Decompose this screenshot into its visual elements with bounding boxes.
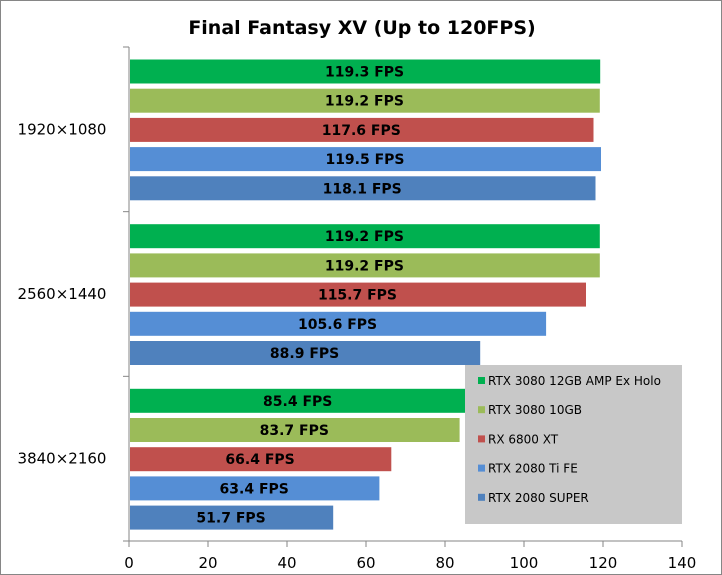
bar-value-label: 119.2 FPS [325,94,404,110]
bar [130,147,601,172]
bar [130,117,594,142]
legend-swatch [478,377,485,384]
x-tick-label: 20 [198,554,217,572]
x-tick-label: 100 [510,554,539,572]
bar-value-label: 105.6 FPS [298,317,377,333]
legend-label: RX 6800 XT [488,432,559,446]
bar-value-label: 83.7 FPS [260,423,329,439]
legend-label: RTX 2080 SUPER [488,491,589,505]
axes-layer: 1920×1080 2560×1440 3840×2160 0 20 40 60 80 100 1… [18,46,697,572]
bar [130,176,596,201]
bar [130,253,600,278]
bar-value-label: 119.5 FPS [325,152,404,168]
x-tick-label: 40 [277,554,296,572]
bar-value-label: 119.2 FPS [325,258,404,274]
chart-title: Final Fantasy XV (Up to 120FPS) [188,17,535,39]
x-tick-label: 60 [356,554,375,572]
x-tick-label: 0 [124,554,134,572]
bar-value-label: 119.2 FPS [325,229,404,245]
legend: RTX 3080 12GB AMP Ex Holo RTX 3080 10GB RX… [465,365,682,524]
bar [130,341,481,365]
bar [130,59,601,84]
bar-value-label: 51.7 FPS [196,511,265,527]
x-tick-label: 140 [668,554,697,572]
bar [130,311,547,336]
category-label: 3840×2160 [18,450,107,468]
bar-value-label: 66.4 FPS [225,452,294,468]
bar [130,476,380,501]
legend-swatch [478,406,485,414]
bar-value-label: 115.7 FPS [318,288,397,304]
bar-value-label: 85.4 FPS [263,394,332,410]
bar-value-label: 117.6 FPS [322,123,401,139]
legend-swatch [478,493,485,501]
bar-value-label: 88.9 FPS [270,346,339,362]
legend-label: RTX 2080 Ti FE [488,462,578,476]
bar [130,224,600,249]
bar [130,282,586,307]
bar [130,505,334,530]
bar [130,418,460,442]
x-tick-label: 120 [589,554,618,572]
legend-swatch [478,464,485,472]
legend-swatch [478,435,485,443]
legend-label: RTX 3080 10GB [488,403,582,417]
legend-label: RTX 3080 12GB AMP Ex Holo [488,374,661,388]
bar [130,88,600,113]
bar [130,388,467,413]
category-label: 2560×1440 [18,285,107,303]
bar-value-label: 118.1 FPS [323,181,402,197]
bars-layer: 119.3 FPS 119.2 FPS 117.6 FPS 119.5 FPS 118.… [130,59,601,530]
bar-value-label: 63.4 FPS [220,481,289,497]
bar-value-label: 119.3 FPS [325,65,404,81]
legend-box [465,365,682,524]
category-label: 1920×1080 [18,120,107,138]
x-tick-label: 80 [435,554,454,572]
bar [130,447,392,472]
